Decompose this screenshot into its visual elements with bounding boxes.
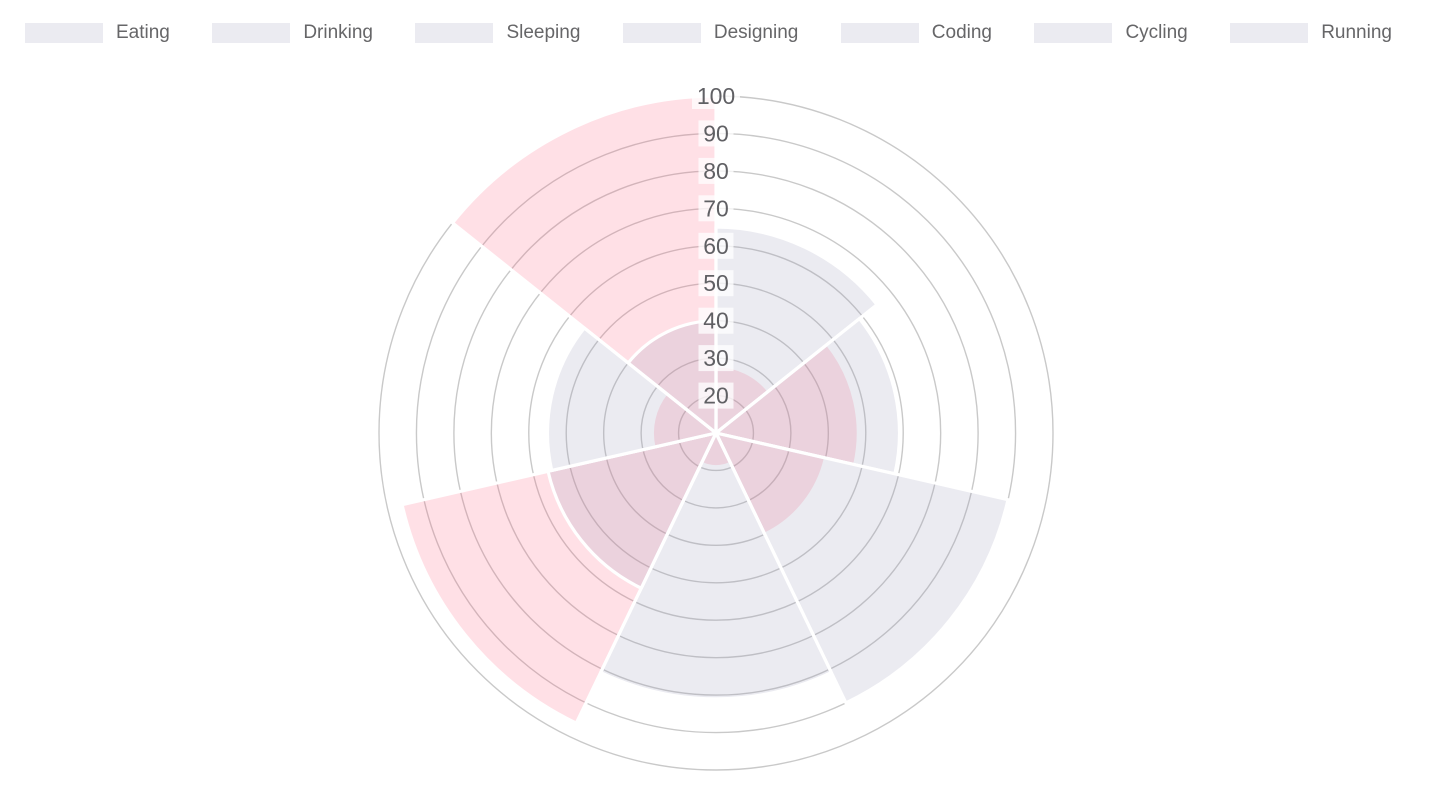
legend-item-eating[interactable]: Eating [25, 23, 170, 43]
r-axis-tick-60: 60 [703, 233, 729, 259]
r-axis-tick-backdrop-80 [698, 157, 734, 184]
sector-eating-dataset-gray[interactable] [714, 225, 879, 435]
r-axis-tick-40: 40 [703, 308, 729, 334]
legend-swatch-coding [840, 23, 919, 43]
legend-item-drinking[interactable]: Drinking [212, 23, 373, 43]
r-axis-tick-90: 90 [703, 120, 729, 146]
legend-label-coding: Coding [931, 22, 992, 43]
legend-item-cycling[interactable]: Cycling [1034, 22, 1188, 43]
r-axis-tick-backdrop-20 [698, 382, 734, 409]
r-axis-tick-backdrop-70 [698, 195, 734, 222]
r-axis-tick-backdrop-40 [698, 307, 734, 334]
legend-swatch-drinking [212, 23, 291, 43]
legend-label-designing: Designing [713, 22, 799, 43]
sector-sleeping-dataset-gray[interactable] [714, 431, 1010, 705]
r-axis-tick-50: 50 [703, 270, 729, 296]
legend-swatch-designing [622, 23, 701, 43]
legend-label-drinking: Drinking [303, 22, 374, 43]
sector-coding-dataset-gray[interactable] [546, 431, 718, 590]
legend-label-eating: Eating [116, 22, 170, 43]
sector-coding-dataset-pink[interactable] [400, 431, 718, 725]
legend-swatch-sleeping [415, 23, 494, 43]
sector-running-dataset-pink[interactable] [450, 94, 718, 435]
legend-label-cycling: Cycling [1125, 22, 1188, 43]
legend-label-sleeping: Sleeping [506, 22, 581, 43]
r-axis-tick-backdrop-60 [698, 232, 734, 259]
legend-item-designing[interactable]: Designing [622, 22, 799, 43]
sector-drinking-dataset-pink[interactable] [714, 342, 860, 467]
chart-legend: Eating Drinking Sleeping Designing Codin… [25, 23, 1392, 43]
r-axis-tick-backdrop-50 [698, 270, 734, 297]
legend-swatch-running [1230, 23, 1309, 43]
sector-cycling-dataset-gray[interactable] [545, 326, 718, 473]
legend-swatch-eating [25, 23, 103, 43]
r-axis-tick-70: 70 [703, 195, 729, 221]
r-axis-tick-80: 80 [703, 158, 729, 184]
r-axis-tick-100: 100 [697, 83, 735, 109]
legend-item-coding[interactable]: Coding [840, 22, 992, 43]
r-axis-tick-20: 20 [703, 383, 729, 409]
sector-drinking-dataset-gray[interactable] [714, 317, 902, 476]
legend-item-sleeping[interactable]: Sleeping [415, 23, 580, 43]
r-axis-tick-backdrop-100 [692, 83, 740, 109]
r-axis-tick-backdrop-30 [698, 345, 734, 372]
legend-item-running[interactable]: Running [1230, 23, 1392, 43]
r-axis-tick-30: 30 [703, 345, 729, 371]
legend-label-running: Running [1321, 22, 1392, 43]
sector-sleeping-dataset-pink[interactable] [714, 431, 828, 536]
sector-designing-dataset-gray[interactable] [599, 431, 833, 701]
r-axis-tick-backdrop-90 [698, 120, 734, 147]
legend-swatch-cycling [1034, 23, 1113, 43]
